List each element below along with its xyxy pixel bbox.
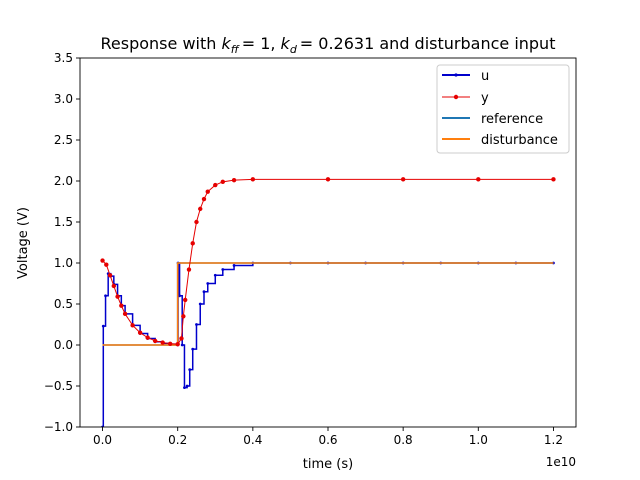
data-point-y xyxy=(400,177,406,182)
y-tick-label: 0.0 xyxy=(54,338,73,352)
legend-label-reference: reference xyxy=(481,112,543,127)
data-point-y xyxy=(179,336,184,341)
data-point-y xyxy=(551,177,556,182)
legend: u y reference disturbance xyxy=(436,64,570,154)
y-axis-label: Voltage (V) xyxy=(16,207,31,279)
data-point-y xyxy=(198,206,203,212)
data-point-y xyxy=(220,179,225,185)
chart-title: Response with kff = 1, kd = 0.2631 and dis… xyxy=(101,34,556,56)
data-point-y xyxy=(160,340,165,345)
data-point-y xyxy=(205,189,210,194)
y-tick-label: 3.5 xyxy=(54,51,73,65)
data-point-u xyxy=(191,347,195,351)
y-tick-label: 2.0 xyxy=(54,174,73,188)
data-point-y xyxy=(476,177,481,182)
data-point-u xyxy=(202,290,206,294)
x-tick-label: 1.2 xyxy=(544,433,563,447)
y-tick-label: 0.5 xyxy=(54,297,73,311)
legend-label-y: y xyxy=(481,91,489,106)
data-point-y xyxy=(175,341,180,347)
data-point-y xyxy=(250,177,256,182)
legend-marker-u xyxy=(454,73,458,77)
data-point-y xyxy=(325,177,331,182)
data-point-y xyxy=(104,262,109,267)
y-tick-label: 1.0 xyxy=(54,256,73,270)
y-tick-label: −1.0 xyxy=(44,420,73,434)
legend-box xyxy=(436,64,570,154)
legend-label-u: u xyxy=(481,69,489,84)
data-point-y xyxy=(190,241,195,246)
x-tick-label: 0.2 xyxy=(168,433,187,447)
data-point-u xyxy=(198,302,202,306)
series-line-disturbance xyxy=(102,262,554,346)
series-layer xyxy=(100,177,556,427)
data-point-u xyxy=(195,323,198,326)
data-point-u xyxy=(183,386,186,390)
data-point-y xyxy=(186,267,192,272)
data-point-y xyxy=(183,297,188,303)
data-point-u xyxy=(213,273,217,277)
data-point-u xyxy=(232,264,236,267)
data-point-y xyxy=(181,314,186,319)
data-point-u xyxy=(178,294,181,298)
data-point-y xyxy=(122,311,128,317)
data-point-y xyxy=(213,182,218,188)
x-axis-label: time (s) xyxy=(303,457,353,472)
data-point-y xyxy=(167,341,173,346)
plot-frame xyxy=(79,57,577,428)
data-point-y xyxy=(231,177,237,183)
data-point-u xyxy=(180,343,184,347)
data-point-u xyxy=(104,294,107,298)
data-point-u xyxy=(206,282,210,285)
data-point-y xyxy=(145,335,150,340)
data-point-y xyxy=(115,294,120,299)
data-point-y xyxy=(137,330,143,335)
legend-label-disturbance: disturbance xyxy=(481,133,558,148)
data-point-y xyxy=(119,303,124,308)
axes-layer: 0.0 0.2 0.4 0.6 0.8 1.0 1.2 −1.0 −0.5 0.0 0.5 1.0 1.… xyxy=(44,51,563,447)
data-point-y xyxy=(152,338,158,344)
x-axis-offset-label: 1e10 xyxy=(546,455,576,469)
data-point-y xyxy=(130,323,135,328)
data-point-u xyxy=(188,368,192,371)
data-point-y xyxy=(107,273,113,278)
x-tick-label: 0.8 xyxy=(394,433,413,447)
y-tick-label: 1.5 xyxy=(54,215,73,229)
data-point-u xyxy=(221,268,225,271)
data-point-u xyxy=(101,324,105,328)
data-point-u xyxy=(185,384,189,388)
data-point-y xyxy=(100,258,105,263)
x-tick-label: 0.0 xyxy=(93,433,112,447)
x-tick-label: 0.4 xyxy=(243,433,262,447)
y-tick-label: −0.5 xyxy=(44,379,73,393)
data-point-y xyxy=(194,219,199,225)
y-tick-label: 2.5 xyxy=(54,133,73,147)
x-tick-label: 0.6 xyxy=(318,433,337,447)
data-point-y xyxy=(201,196,207,202)
data-point-y xyxy=(111,283,117,289)
legend-marker-y xyxy=(453,94,459,100)
y-tick-label: 3.0 xyxy=(54,92,73,106)
x-tick-label: 1.0 xyxy=(469,433,488,447)
